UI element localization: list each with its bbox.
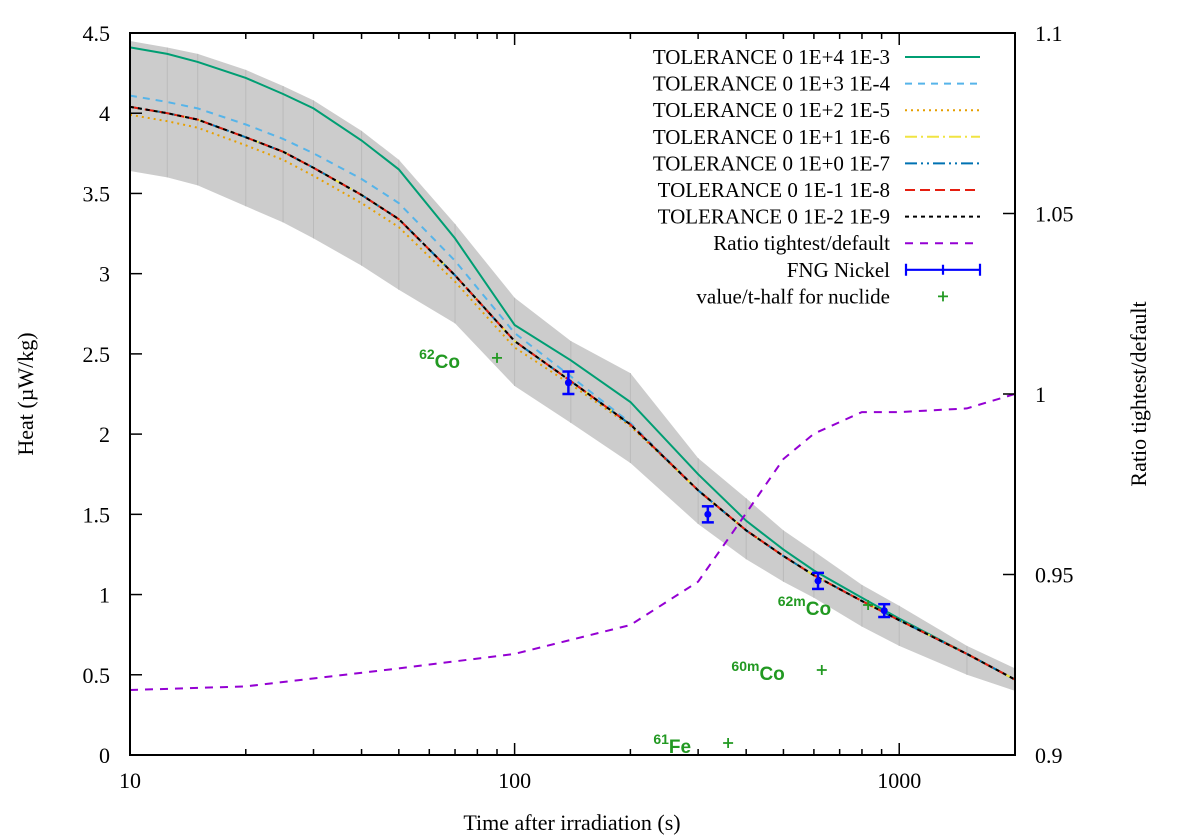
legend-plus-sample [938, 291, 948, 302]
legend-item: TOLERANCE 0 1E-2 1E-9 [658, 205, 980, 229]
legend-item: FNG Nickel [787, 258, 982, 282]
nuclide-mass: 62m [778, 593, 806, 609]
legend-label: TOLERANCE 0 1E-1 1E-8 [658, 178, 890, 202]
y-tick-label: 4.5 [83, 21, 111, 46]
ratio-series-line [129, 393, 1016, 691]
measurement-point [878, 602, 891, 619]
x-tick-label: 10 [119, 768, 141, 793]
legend-label: TOLERANCE 0 1E-2 1E-9 [658, 205, 890, 229]
x-tick-label: 1000 [877, 768, 921, 793]
measurement-point [562, 370, 575, 396]
y2-tick-label: 0.9 [1035, 743, 1063, 768]
nuclide-mass: 62 [419, 346, 435, 362]
y-tick-label: 2 [99, 422, 110, 447]
y-tick-label: 2.5 [83, 342, 111, 367]
legend-label: TOLERANCE 0 1E+3 1E-4 [653, 72, 891, 96]
y-tick-label: 4 [99, 101, 110, 126]
legend-item: TOLERANCE 0 1E-1 1E-8 [658, 178, 980, 202]
series-lines [129, 46, 1016, 681]
legend-label: TOLERANCE 0 1E+2 1E-5 [653, 98, 890, 122]
y-axis-title: Heat (µW/kg) [13, 332, 38, 455]
measurement-marker [880, 607, 888, 615]
nuclide-point: 62Co [419, 346, 503, 373]
legend-label: TOLERANCE 0 1E+0 1E-7 [653, 151, 890, 175]
nuclide-symbol: Co [806, 599, 831, 620]
y-tick-label: 0 [99, 743, 110, 768]
legend-item: TOLERANCE 0 1E+3 1E-4 [653, 72, 980, 96]
legend-label: TOLERANCE 0 1E+4 1E-3 [653, 45, 890, 69]
measurement-point [701, 505, 714, 524]
series-line-0 [129, 46, 1016, 681]
nuclide-point: 60mCo [731, 658, 827, 685]
x-axis-title: Time after irradiation (s) [463, 810, 680, 835]
y-tick-label: 1.5 [83, 502, 111, 527]
x-tick-label: 100 [498, 768, 531, 793]
plus-marker [723, 737, 734, 748]
series-line-6 [129, 105, 1016, 681]
plus-marker [863, 599, 874, 610]
nuclide-label: 62Co [419, 346, 460, 373]
y2-tick-label: 1 [1035, 382, 1046, 407]
nuclide-symbol: Fe [669, 737, 691, 758]
nuclide-mass: 60m [731, 658, 759, 674]
legend-label: value/t-half for nuclide [696, 284, 890, 308]
legend-item: TOLERANCE 0 1E+2 1E-5 [653, 98, 980, 122]
legend-label: TOLERANCE 0 1E+1 1E-6 [653, 125, 890, 149]
y-tick-label: 3.5 [83, 181, 111, 206]
legend-item: TOLERANCE 0 1E+1 1E-6 [653, 125, 980, 149]
nuclide-point: 62mCo [778, 593, 874, 620]
nuclide-mass: 61 [653, 731, 669, 747]
measurement-point [812, 571, 825, 591]
ratio-line [129, 393, 1016, 691]
nuclide-label: 62mCo [778, 593, 831, 620]
plus-marker [816, 664, 827, 675]
legend-label: Ratio tightest/default [713, 231, 890, 255]
y-tick-label: 0.5 [83, 663, 111, 688]
legend-item: value/t-half for nuclide [696, 284, 948, 308]
plus-marker [492, 352, 503, 363]
nuclide-symbol: Co [759, 664, 784, 685]
y2-axis-title: Ratio tightest/default [1126, 301, 1151, 486]
y-tick-label: 1 [99, 583, 110, 608]
measurement-marker [704, 510, 712, 518]
legend-label: FNG Nickel [787, 258, 890, 282]
legend-item: TOLERANCE 0 1E+4 1E-3 [653, 45, 980, 69]
nuclide-symbol: Co [435, 352, 460, 373]
axes: 10 100 1000 0 0.5 1 1.5 2 2.5 3 3.5 4 4.5 0.9 0.95 1 1.0… [83, 21, 1074, 793]
nuclide-label: 61Fe [653, 731, 691, 758]
nuclide-label: 60mCo [731, 658, 784, 685]
legend-item: Ratio tightest/default [713, 231, 980, 255]
y2-tick-label: 0.95 [1035, 563, 1074, 588]
measurement-marker [814, 577, 822, 585]
legend-item: TOLERANCE 0 1E+0 1E-7 [653, 151, 980, 175]
legend-errorbar-sample [904, 263, 982, 276]
fng-nickel-points [562, 370, 891, 619]
measurement-marker [564, 379, 572, 387]
nuclide-point: 61Fe [653, 731, 734, 758]
legend: TOLERANCE 0 1E+4 1E-3 TOLERANCE 0 1E+3 1E… [653, 45, 982, 308]
y-tick-label: 3 [99, 262, 110, 287]
y2-tick-label: 1.05 [1035, 202, 1074, 227]
y2-tick-label: 1.1 [1035, 21, 1063, 46]
uncertainty-band-area [130, 41, 1015, 691]
